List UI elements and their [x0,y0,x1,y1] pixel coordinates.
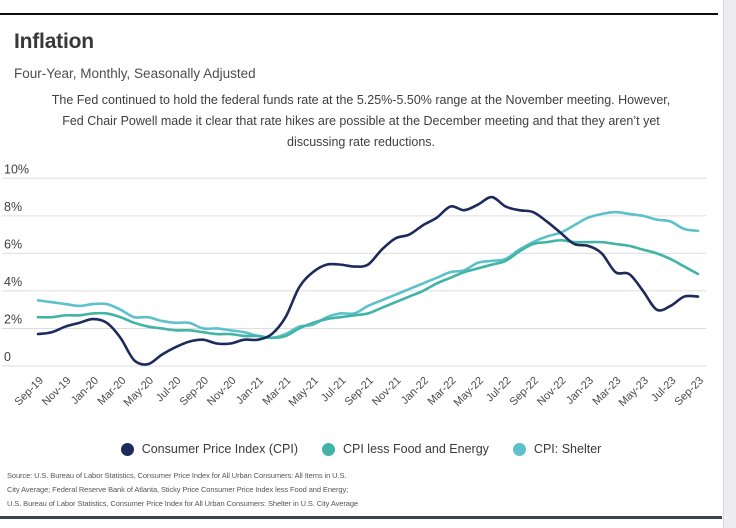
annotation-line: The Fed continued to hold the federal fu… [51,93,671,107]
legend-label-core-cpi: CPI less Food and Energy [343,442,489,456]
y-tick-label: 10% [4,162,29,176]
x-tick-label: Sep-19 [13,375,47,409]
legend-label-cpi: Consumer Price Index (CPI) [141,442,298,456]
x-tick-label: Jan-20 [69,375,101,407]
x-tick-label: Nov-21 [370,375,404,409]
series-line-cpi [36,195,700,366]
source-note: Source: U.S. Bureau of Labor Statistics,… [7,469,358,512]
x-tick-label: Jan-23 [564,375,596,407]
x-tick-label: Nov-19 [40,375,74,409]
chart-subtitle: Four-Year, Monthly, Seasonally Adjusted [14,66,256,81]
source-line: City Average; Federal Reserve Bank of At… [7,485,349,495]
x-tick-label: May-23 [617,375,651,409]
y-tick-label: 0 [4,350,11,364]
legend-swatch-core-cpi-icon [322,442,335,456]
legend-swatch-shelter-icon [512,442,526,456]
x-tick-label: May-20 [122,375,156,409]
card-bottom-border [0,516,722,519]
series-line-shelter [36,210,700,340]
y-tick-label: 6% [4,237,22,251]
x-tick-label: Jan-22 [399,375,431,407]
y-tick-label: 2% [4,312,22,326]
x-tick-label: Jan-21 [234,375,266,407]
page-title: Inflation [14,30,94,53]
x-tick-label: Sep-23 [673,375,707,409]
x-tick-label: Nov-22 [535,375,569,409]
source-line: Source: U.S. Bureau of Labor Statistics,… [7,471,347,480]
annotation-line: discussing rate reductions. [287,135,435,149]
y-tick-label: 8% [4,200,22,214]
page-background-strip [723,0,736,528]
chart-legend: Consumer Price Index (CPI) CPI less Food… [0,442,722,456]
y-tick-label: 4% [4,275,22,289]
legend-label-shelter: CPI: Shelter [533,442,602,456]
x-tick-label: Sep-21 [343,375,377,409]
legend-item-core-cpi: CPI less Food and Energy [322,442,489,456]
source-line: U.S. Bureau of Labor Statistics, Consume… [7,499,358,509]
x-tick-label: Sep-22 [508,375,542,409]
chart-annotation: The Fed continued to hold the federal fu… [0,90,722,153]
legend-swatch-cpi-icon [120,442,134,456]
legend-item-shelter: CPI: Shelter [512,442,602,456]
x-tick-label: Sep-20 [178,375,212,409]
card-top-border [0,13,718,15]
x-tick-label: May-22 [452,375,486,409]
series-line-core-cpi [36,238,700,340]
annotation-line: Fed Chair Powell made it clear that rate… [62,114,660,128]
x-tick-label: Nov-20 [205,375,239,409]
legend-item-cpi: Consumer Price Index (CPI) [120,442,298,456]
x-tick-label: May-21 [287,375,321,409]
